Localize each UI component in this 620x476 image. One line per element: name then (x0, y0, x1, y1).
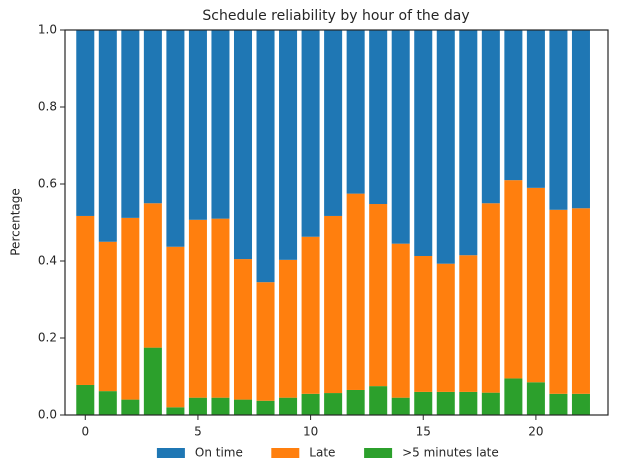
bar-segment (233, 259, 253, 400)
x-tick-label: 20 (528, 425, 543, 439)
bar-segment (166, 407, 185, 415)
bar-segment (459, 255, 478, 392)
y-tick-label: 0.8 (38, 100, 57, 114)
bar-segment (571, 393, 590, 415)
bar-segment (211, 30, 230, 219)
y-axis-label: Percentage (9, 188, 23, 256)
bar-segment (436, 263, 455, 392)
bar-segment (256, 30, 275, 283)
bar-segment (436, 30, 455, 264)
bar-segment (121, 399, 140, 415)
bar-segment (301, 30, 320, 237)
legend-label: >5 minutes late (402, 446, 499, 460)
chart-title: Schedule reliability by hour of the day (202, 8, 469, 24)
bar-segment (233, 30, 253, 260)
plot-frame (64, 29, 609, 416)
bar-segment (166, 246, 185, 408)
x-tick-label: 5 (194, 425, 202, 439)
bar-segment (143, 30, 162, 204)
bar-segment (301, 393, 320, 415)
bar-segment (549, 209, 568, 394)
bar-segment (571, 208, 590, 394)
bar-segment (256, 282, 275, 401)
bar-segment (256, 400, 275, 415)
legend-label: Late (309, 446, 335, 460)
bar-segment (391, 30, 410, 244)
bar-segment (346, 193, 365, 390)
bar-segment (324, 215, 343, 394)
y-tick-label: 0.0 (38, 408, 57, 422)
bar-segment (369, 204, 388, 387)
y-tick-label: 0.2 (38, 331, 57, 345)
bar-segment (481, 30, 500, 204)
bar-segment (166, 30, 185, 247)
bar-segment (143, 203, 162, 348)
bar-segment (459, 30, 478, 256)
legend-swatch (271, 448, 300, 458)
bar-segment (369, 30, 388, 205)
bar-segment (571, 30, 590, 209)
bar-segment (279, 259, 298, 398)
bar-segment (481, 392, 500, 415)
bar-segment (324, 30, 343, 216)
bar-segment (233, 399, 253, 415)
legend-swatch (156, 448, 185, 458)
bar-segment (459, 391, 478, 415)
bar-segment (121, 30, 140, 218)
bar-segment (436, 391, 455, 415)
bar-segment (526, 187, 545, 383)
bar-segment (549, 30, 568, 210)
y-tick-label: 1.0 (38, 23, 57, 37)
bar-segment (98, 30, 117, 242)
bar-segment (346, 30, 365, 194)
x-tick-label: 0 (81, 425, 89, 439)
bar-segment (346, 389, 365, 415)
bar-segment (324, 393, 343, 415)
y-tick-label: 0.4 (38, 254, 57, 268)
bar-segment (504, 30, 523, 181)
bar-segment (279, 397, 298, 415)
bar-segment (526, 382, 545, 415)
bar-segment (188, 219, 207, 398)
bar-segment (414, 391, 433, 415)
legend-swatch (364, 448, 393, 458)
bar-segment (504, 378, 523, 415)
bar-segment (391, 397, 410, 415)
x-tick-label: 15 (416, 425, 431, 439)
bar-segment (414, 255, 433, 392)
bar-segment (98, 241, 117, 392)
bar-segment (211, 397, 230, 415)
bar-segment (369, 386, 388, 415)
bar-segment (188, 30, 207, 220)
x-tick-label: 10 (303, 425, 318, 439)
bar-segment (188, 397, 207, 415)
bar-segment (301, 236, 320, 394)
bar-segment (76, 384, 95, 415)
bar-segment (76, 215, 95, 385)
bar-segment (121, 217, 140, 400)
bar-segment (143, 347, 162, 415)
bar-segment (526, 30, 545, 188)
bar-segment (391, 243, 410, 398)
y-tick-label: 0.6 (38, 177, 57, 191)
bar-segment (211, 218, 230, 398)
bar-segment (481, 203, 500, 393)
bar-segment (76, 30, 95, 216)
bar-segment (98, 391, 117, 415)
bar-segment (504, 180, 523, 379)
bar-segment (414, 30, 433, 256)
bar-segment (549, 393, 568, 415)
legend-label: On time (195, 446, 243, 460)
bar-segment (279, 30, 298, 260)
